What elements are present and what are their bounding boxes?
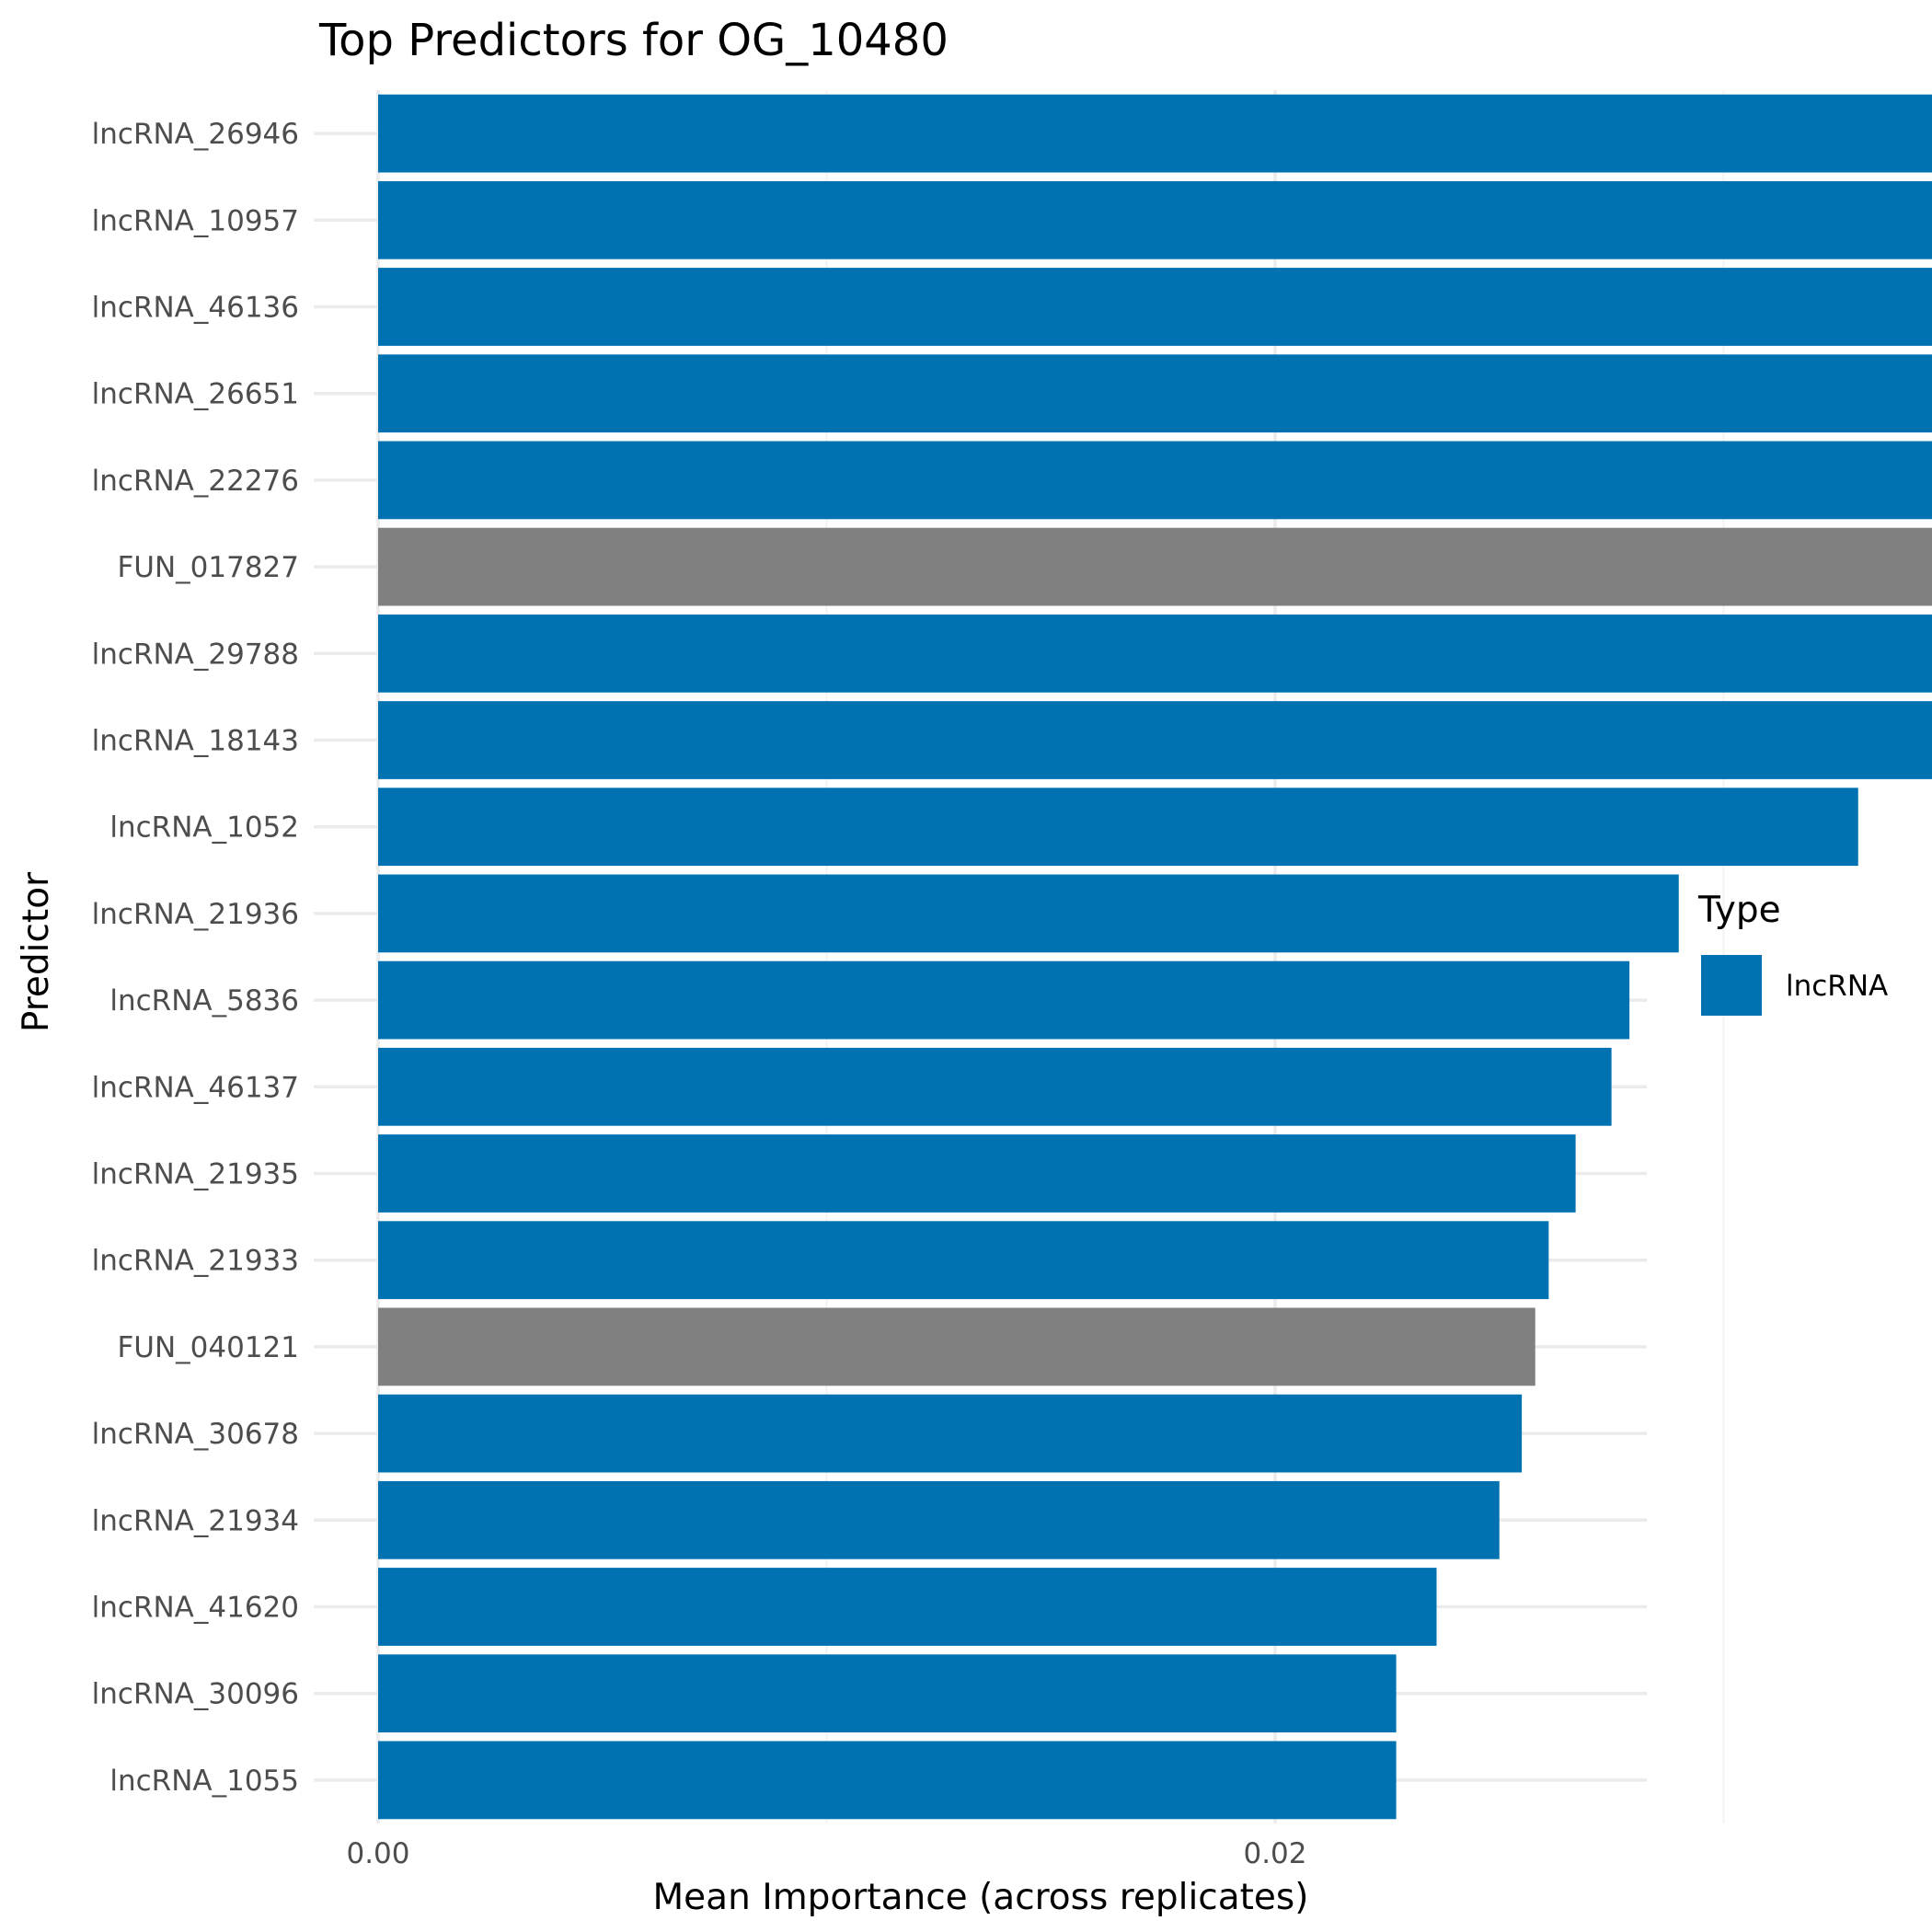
bar — [378, 1047, 1612, 1126]
bar — [378, 701, 1932, 779]
bar — [378, 874, 1679, 953]
y-tick-label: lncRNA_22276 — [92, 465, 299, 498]
bar — [378, 1221, 1549, 1300]
bar — [378, 1741, 1397, 1820]
bar — [378, 180, 1932, 259]
bar — [378, 788, 1858, 867]
y-tick-label: lncRNA_21936 — [92, 898, 299, 931]
y-tick-label: lncRNA_21933 — [92, 1245, 299, 1278]
bar — [378, 1394, 1523, 1473]
x-tick-label: 0.02 — [1243, 1837, 1306, 1870]
bar — [378, 441, 1932, 520]
y-tick-label: lncRNA_1052 — [109, 811, 299, 845]
x-tick-labels: 0.000.020.04 — [346, 1837, 1306, 1870]
y-tick-label: lncRNA_21935 — [92, 1158, 299, 1191]
y-tick-label: lncRNA_30678 — [92, 1418, 299, 1451]
bar — [378, 94, 1932, 173]
y-tick-label: FUN_040121 — [117, 1331, 299, 1364]
y-tick-label: lncRNA_26651 — [92, 378, 299, 411]
y-tick-label: lncRNA_41620 — [92, 1592, 299, 1625]
bar — [378, 1568, 1437, 1646]
grid-lines — [314, 90, 1725, 1823]
bar — [378, 527, 1932, 606]
y-tick-label: lncRNA_5836 — [109, 984, 299, 1018]
y-tick-label: lncRNA_1055 — [109, 1765, 299, 1798]
legend: Type lncRNA — [1697, 890, 1888, 1016]
y-axis-title: Predictor — [16, 871, 57, 1032]
legend-title: Type — [1697, 890, 1781, 931]
y-tick-label: lncRNA_46136 — [92, 292, 299, 325]
bar — [378, 960, 1630, 1040]
y-tick-label: lncRNA_29788 — [92, 638, 299, 671]
x-axis-title: Mean Importance (across replicates) — [653, 1877, 1309, 1918]
y-tick-label: lncRNA_26946 — [92, 118, 299, 151]
chart-title: Top Predictors for OG_10480 — [318, 15, 949, 66]
bar — [378, 614, 1932, 693]
bar — [378, 1654, 1397, 1733]
y-tick-label: FUN_017827 — [117, 551, 299, 584]
y-tick-label: lncRNA_46137 — [92, 1071, 299, 1104]
legend-swatch-lncrna — [1701, 955, 1762, 1016]
y-tick-label: lncRNA_21934 — [92, 1504, 299, 1537]
bar — [378, 1307, 1535, 1386]
y-tick-labels: lncRNA_26946 lncRNA_10957 lncRNA_46136 lncR… — [92, 118, 299, 1798]
y-tick-label: lncRNA_30096 — [92, 1678, 299, 1711]
bar — [378, 1480, 1500, 1559]
x-tick-label: 0.00 — [346, 1837, 409, 1870]
bar — [378, 1134, 1576, 1213]
legend-label-lncrna: lncRNA — [1786, 970, 1888, 1003]
bar — [378, 268, 1932, 346]
y-tick-label: lncRNA_18143 — [92, 725, 299, 758]
y-tick-label: lncRNA_10957 — [92, 204, 299, 237]
bar — [378, 354, 1932, 433]
bars — [378, 94, 1932, 1820]
